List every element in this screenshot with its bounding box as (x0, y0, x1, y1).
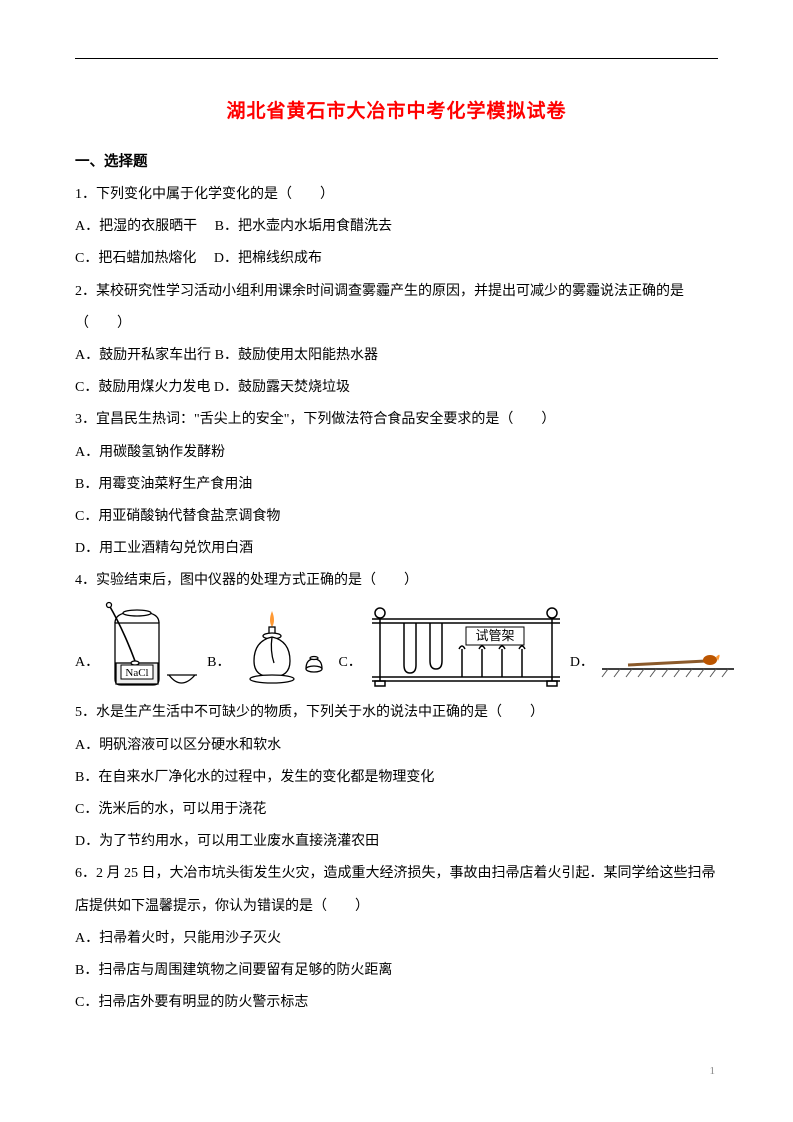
q5-option-d: D．为了节约用水，可以用工业废水直接浇灌农田 (75, 826, 718, 858)
q4-figure-c: 试管架 (366, 601, 566, 689)
top-rule (75, 58, 718, 59)
q6-stem: 6．2 月 25 日，大冶市坑头街发生火灾，造成重大经济损失，事故由扫帚店着火引… (75, 858, 718, 922)
q1-stem: 1．下列变化中属于化学变化的是（ ） (75, 179, 718, 211)
q1-option-d: D．把棉线织成布 (214, 251, 322, 266)
q3-option-d: D．用工业酒精勾兑饮用白酒 (75, 533, 718, 565)
q3-option-a: A．用碳酸氢钠作发酵粉 (75, 437, 718, 469)
q3-stem: 3．宜昌民生热词："舌尖上的安全"，下列做法符合食品安全要求的是（ ） (75, 404, 718, 436)
q4-label-d: D． (570, 647, 594, 679)
q2-row-cd: C．鼓励用煤火力发电 D．鼓励露天焚烧垃圾 (75, 372, 718, 404)
page-number: 1 (710, 1059, 716, 1084)
q3-option-c: C．用亚硝酸钠代替食盐烹调食物 (75, 501, 718, 533)
q4-figure-a: NaCl (103, 601, 203, 689)
q6-option-b: B．扫帚店与周围建筑物之间要留有足够的防火距离 (75, 955, 718, 987)
q4-figure-b (234, 601, 334, 689)
q2-option-c: C．鼓励用煤火力发电 (75, 380, 210, 395)
q1-row-cd: C．把石蜡加热熔化 D．把棉线织成布 (75, 243, 718, 275)
q4-figures-row: A． NaCl B． (75, 601, 718, 689)
q2-stem: 2．某校研究性学习活动小组利用课余时间调查雾霾产生的原因，并提出可减少的雾霾说法… (75, 276, 718, 340)
rack-label: 试管架 (475, 628, 514, 643)
q6-option-c: C．扫帚店外要有明显的防火警示标志 (75, 987, 718, 1019)
q5-stem: 5．水是生产生活中不可缺少的物质，下列关于水的说法中正确的是（ ） (75, 697, 718, 729)
q4-label-a: A． (75, 647, 99, 679)
nacl-label: NaCl (126, 667, 149, 679)
q4-label-c: C． (338, 647, 361, 679)
q1-option-a: A．把湿的衣服晒干 (75, 219, 197, 234)
exam-title: 湖北省黄石市大冶市中考化学模拟试卷 (75, 90, 718, 134)
q4-label-b: B． (207, 647, 230, 679)
q2-option-d: D．鼓励露天焚烧垃圾 (214, 380, 350, 395)
q4-stem: 4．实验结束后，图中仪器的处理方式正确的是（ ） (75, 565, 718, 597)
q2-row-ab: A．鼓励开私家车出行 B．鼓励使用太阳能热水器 (75, 340, 718, 372)
section-1-heading: 一、选择题 (75, 146, 718, 179)
q4-figure-d (598, 639, 738, 689)
q5-option-c: C．洗米后的水，可以用于浇花 (75, 794, 718, 826)
q6-option-a: A．扫帚着火时，只能用沙子灭火 (75, 923, 718, 955)
q5-option-a: A．明矾溶液可以区分硬水和软水 (75, 730, 718, 762)
q3-option-b: B．用霉变油菜籽生产食用油 (75, 469, 718, 501)
q1-option-b: B．把水壶内水垢用食醋洗去 (215, 219, 392, 234)
q5-option-b: B．在自来水厂净化水的过程中，发生的变化都是物理变化 (75, 762, 718, 794)
q2-option-a: A．鼓励开私家车出行 (75, 348, 211, 363)
q1-option-c: C．把石蜡加热熔化 (75, 251, 196, 266)
q2-option-b: B．鼓励使用太阳能热水器 (215, 348, 378, 363)
q1-row-ab: A．把湿的衣服晒干 B．把水壶内水垢用食醋洗去 (75, 211, 718, 243)
